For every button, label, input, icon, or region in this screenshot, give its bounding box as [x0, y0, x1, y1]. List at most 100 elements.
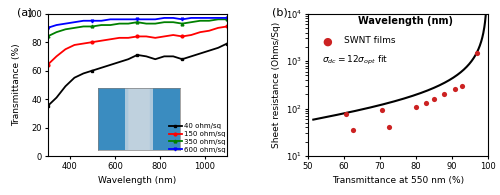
40 ohm/sq — [72, 76, 78, 79]
150 ohm/sq — [161, 35, 167, 38]
40 ohm/sq — [206, 50, 212, 52]
Point — [458, 84, 466, 88]
600 ohm/sq — [179, 18, 185, 20]
600 ohm/sq — [170, 17, 176, 19]
Text: (b): (b) — [272, 8, 287, 18]
150 ohm/sq — [188, 34, 194, 36]
40 ohm/sq — [152, 58, 158, 60]
150 ohm/sq — [215, 27, 221, 29]
150 ohm/sq — [197, 31, 203, 33]
40 ohm/sq — [126, 58, 132, 60]
150 ohm/sq — [206, 30, 212, 32]
350 ohm/sq — [179, 22, 185, 25]
X-axis label: Wavelength (nm): Wavelength (nm) — [98, 176, 176, 185]
150 ohm/sq — [72, 44, 78, 46]
350 ohm/sq — [134, 21, 140, 23]
40 ohm/sq — [197, 52, 203, 55]
40 ohm/sq — [116, 61, 122, 63]
40 ohm/sq — [144, 55, 150, 58]
600 ohm/sq — [188, 17, 194, 19]
350 ohm/sq — [188, 21, 194, 23]
40 ohm/sq — [90, 69, 96, 72]
Text: (a): (a) — [17, 8, 32, 18]
Line: 40 ohm/sq: 40 ohm/sq — [46, 42, 228, 108]
600 ohm/sq — [144, 18, 150, 20]
600 ohm/sq — [134, 18, 140, 20]
600 ohm/sq — [108, 18, 114, 20]
350 ohm/sq — [90, 25, 96, 28]
150 ohm/sq — [80, 42, 86, 45]
150 ohm/sq — [108, 38, 114, 40]
Point — [342, 113, 349, 116]
Line: 350 ohm/sq: 350 ohm/sq — [46, 18, 228, 38]
Text: Wavelength (nm): Wavelength (nm) — [358, 17, 453, 27]
Point — [440, 93, 448, 96]
150 ohm/sq — [98, 40, 104, 42]
40 ohm/sq — [62, 85, 68, 87]
350 ohm/sq — [206, 20, 212, 22]
150 ohm/sq — [179, 35, 185, 38]
150 ohm/sq — [224, 25, 230, 28]
600 ohm/sq — [197, 17, 203, 19]
350 ohm/sq — [126, 22, 132, 25]
600 ohm/sq — [54, 24, 60, 26]
Y-axis label: Transmittance (%): Transmittance (%) — [12, 43, 20, 126]
350 ohm/sq — [170, 21, 176, 23]
40 ohm/sq — [188, 55, 194, 58]
40 ohm/sq — [44, 105, 51, 107]
600 ohm/sq — [72, 21, 78, 23]
600 ohm/sq — [90, 20, 96, 22]
40 ohm/sq — [179, 58, 185, 60]
40 ohm/sq — [161, 55, 167, 58]
150 ohm/sq — [134, 35, 140, 38]
150 ohm/sq — [116, 37, 122, 39]
Line: 600 ohm/sq: 600 ohm/sq — [46, 17, 228, 29]
150 ohm/sq — [54, 55, 60, 58]
Point — [378, 108, 386, 111]
Point — [430, 98, 438, 101]
Y-axis label: Sheet resistance (Ohms/Sq): Sheet resistance (Ohms/Sq) — [272, 22, 280, 148]
40 ohm/sq — [170, 55, 176, 58]
600 ohm/sq — [80, 20, 86, 22]
150 ohm/sq — [144, 35, 150, 38]
Text: ●: ● — [322, 36, 332, 46]
600 ohm/sq — [44, 27, 51, 29]
600 ohm/sq — [126, 18, 132, 20]
Point — [412, 105, 420, 109]
150 ohm/sq — [152, 37, 158, 39]
600 ohm/sq — [215, 17, 221, 19]
150 ohm/sq — [126, 37, 132, 39]
600 ohm/sq — [116, 18, 122, 20]
350 ohm/sq — [144, 22, 150, 25]
600 ohm/sq — [206, 17, 212, 19]
40 ohm/sq — [98, 66, 104, 69]
Point — [451, 87, 459, 90]
350 ohm/sq — [98, 24, 104, 26]
600 ohm/sq — [98, 20, 104, 22]
350 ohm/sq — [108, 24, 114, 26]
40 ohm/sq — [215, 47, 221, 49]
350 ohm/sq — [54, 31, 60, 33]
600 ohm/sq — [152, 18, 158, 20]
350 ohm/sq — [197, 20, 203, 22]
Point — [422, 102, 430, 105]
600 ohm/sq — [62, 22, 68, 25]
Line: 150 ohm/sq: 150 ohm/sq — [46, 25, 228, 66]
350 ohm/sq — [215, 18, 221, 20]
40 ohm/sq — [80, 72, 86, 75]
350 ohm/sq — [224, 18, 230, 20]
350 ohm/sq — [80, 25, 86, 28]
40 ohm/sq — [108, 64, 114, 66]
Point — [384, 126, 392, 129]
Text: $\sigma_{dc}=12\sigma_{opt}$ fit: $\sigma_{dc}=12\sigma_{opt}$ fit — [322, 53, 388, 67]
Text: SWNT films: SWNT films — [344, 36, 396, 45]
350 ohm/sq — [44, 35, 51, 38]
X-axis label: Transmittance at 550 nm (%): Transmittance at 550 nm (%) — [332, 176, 464, 185]
Legend: 40 ohm/sq, 150 ohm/sq, 350 ohm/sq, 600 ohm/sq: 40 ohm/sq, 150 ohm/sq, 350 ohm/sq, 600 o… — [169, 123, 226, 152]
350 ohm/sq — [72, 27, 78, 29]
Point — [349, 129, 357, 132]
150 ohm/sq — [90, 41, 96, 43]
600 ohm/sq — [161, 17, 167, 19]
40 ohm/sq — [134, 54, 140, 56]
350 ohm/sq — [62, 28, 68, 30]
